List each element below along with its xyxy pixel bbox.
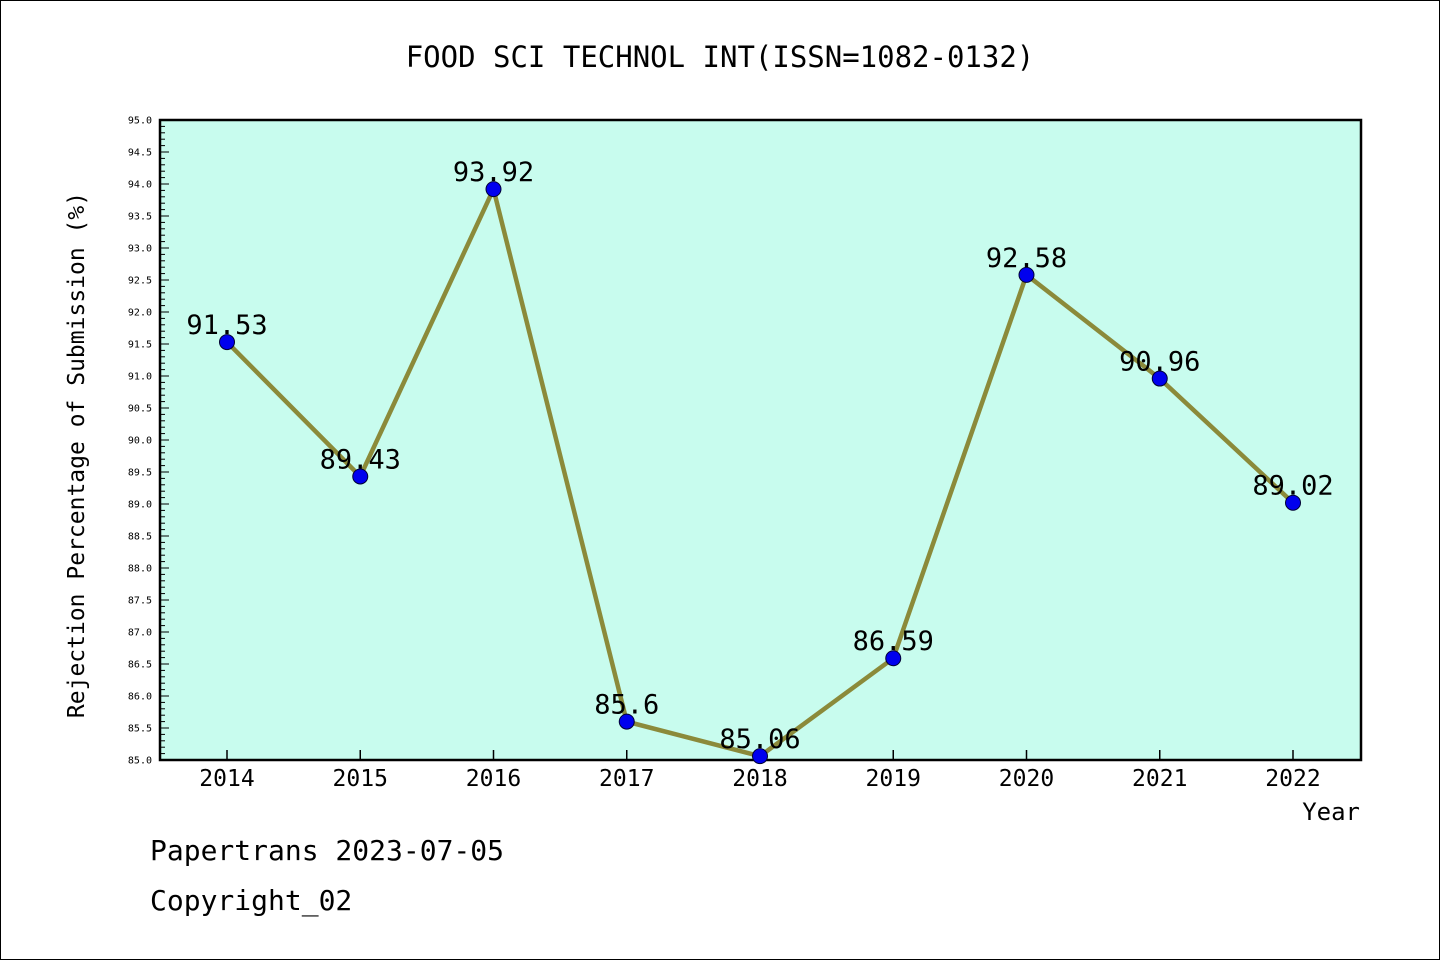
x-tick-label: 2020 [999, 766, 1054, 792]
x-tick-label: 2021 [1132, 766, 1187, 792]
data-label: 90.96 [1119, 347, 1200, 378]
y-tick-label: 94.5 [128, 148, 152, 159]
data-point [1285, 494, 1301, 511]
x-axis-label: Year [1302, 798, 1360, 826]
data-label: 92.58 [986, 243, 1067, 274]
y-tick-label: 89.5 [128, 468, 152, 479]
y-tick-label: 88.5 [128, 532, 152, 543]
data-label: 85.6 [594, 690, 659, 721]
x-tick-label: 2016 [466, 766, 521, 792]
y-tick-label: 87.5 [128, 596, 152, 607]
data-label: 85.06 [719, 724, 800, 755]
chart-title: FOOD SCI TECHNOL INT(ISSN=1082-0132) [406, 40, 1035, 74]
y-tick-label: 85.0 [128, 756, 152, 767]
data-point [219, 334, 235, 351]
x-tick-label: 2018 [732, 766, 787, 792]
footer-copyright: Copyright_02 [150, 884, 353, 917]
y-tick-label: 91.0 [128, 372, 152, 383]
plot-area [158, 118, 1363, 762]
x-tick-label: 2022 [1265, 766, 1320, 792]
data-label: 91.53 [186, 310, 267, 341]
data-label: 89.02 [1252, 471, 1333, 502]
data-labels: 91.53 89.43 93.92 85.6 85.06 86.59 92.58 90.96 8… [186, 157, 1333, 755]
data-label: 86.59 [853, 626, 934, 657]
y-tick-label: 89.0 [128, 500, 152, 511]
y-tick-label: 86.5 [128, 660, 152, 671]
data-point [885, 650, 902, 667]
data-point [352, 468, 369, 485]
y-tick-label: 94.0 [128, 180, 152, 191]
y-tick-label: 87.0 [128, 628, 152, 639]
data-point [618, 713, 635, 730]
x-tick-label: 2015 [333, 766, 388, 792]
y-tick-label: 93.0 [128, 244, 152, 255]
y-tick-label: 90.0 [128, 436, 152, 447]
y-tick-label: 92.0 [128, 308, 152, 319]
y-tick-label: 95.0 [128, 116, 152, 127]
data-point [752, 748, 768, 765]
x-axis: 2014 2015 2016 2017 2018 2019 2020 2021 2022 [199, 750, 1321, 792]
y-axis-label: Rejection Percentage of Submission (%) [64, 192, 90, 718]
y-tick-label: 91.5 [128, 340, 152, 351]
y-tick-label: 86.0 [128, 692, 152, 703]
x-tick-label: 2014 [199, 766, 254, 792]
x-tick-label: 2017 [599, 766, 654, 792]
data-point [1018, 266, 1035, 283]
data-label: 89.43 [320, 444, 401, 475]
y-tick-label: 92.5 [128, 276, 152, 287]
y-tick-label: 90.5 [128, 404, 152, 415]
y-tick-label: 85.5 [128, 724, 152, 735]
data-label: 93.92 [453, 157, 534, 188]
x-tick-label: 2019 [866, 766, 921, 792]
data-point [485, 181, 502, 198]
data-point [1151, 370, 1168, 387]
y-tick-label: 93.5 [128, 212, 152, 223]
series-markers [219, 181, 1301, 765]
y-axis: 85.0 85.5 86.0 86.5 87.0 87.5 88.0 88.5 89.0 89.5… [128, 116, 169, 767]
y-tick-label: 88.0 [128, 564, 152, 575]
footer-source: Papertrans 2023-07-05 [150, 834, 505, 867]
